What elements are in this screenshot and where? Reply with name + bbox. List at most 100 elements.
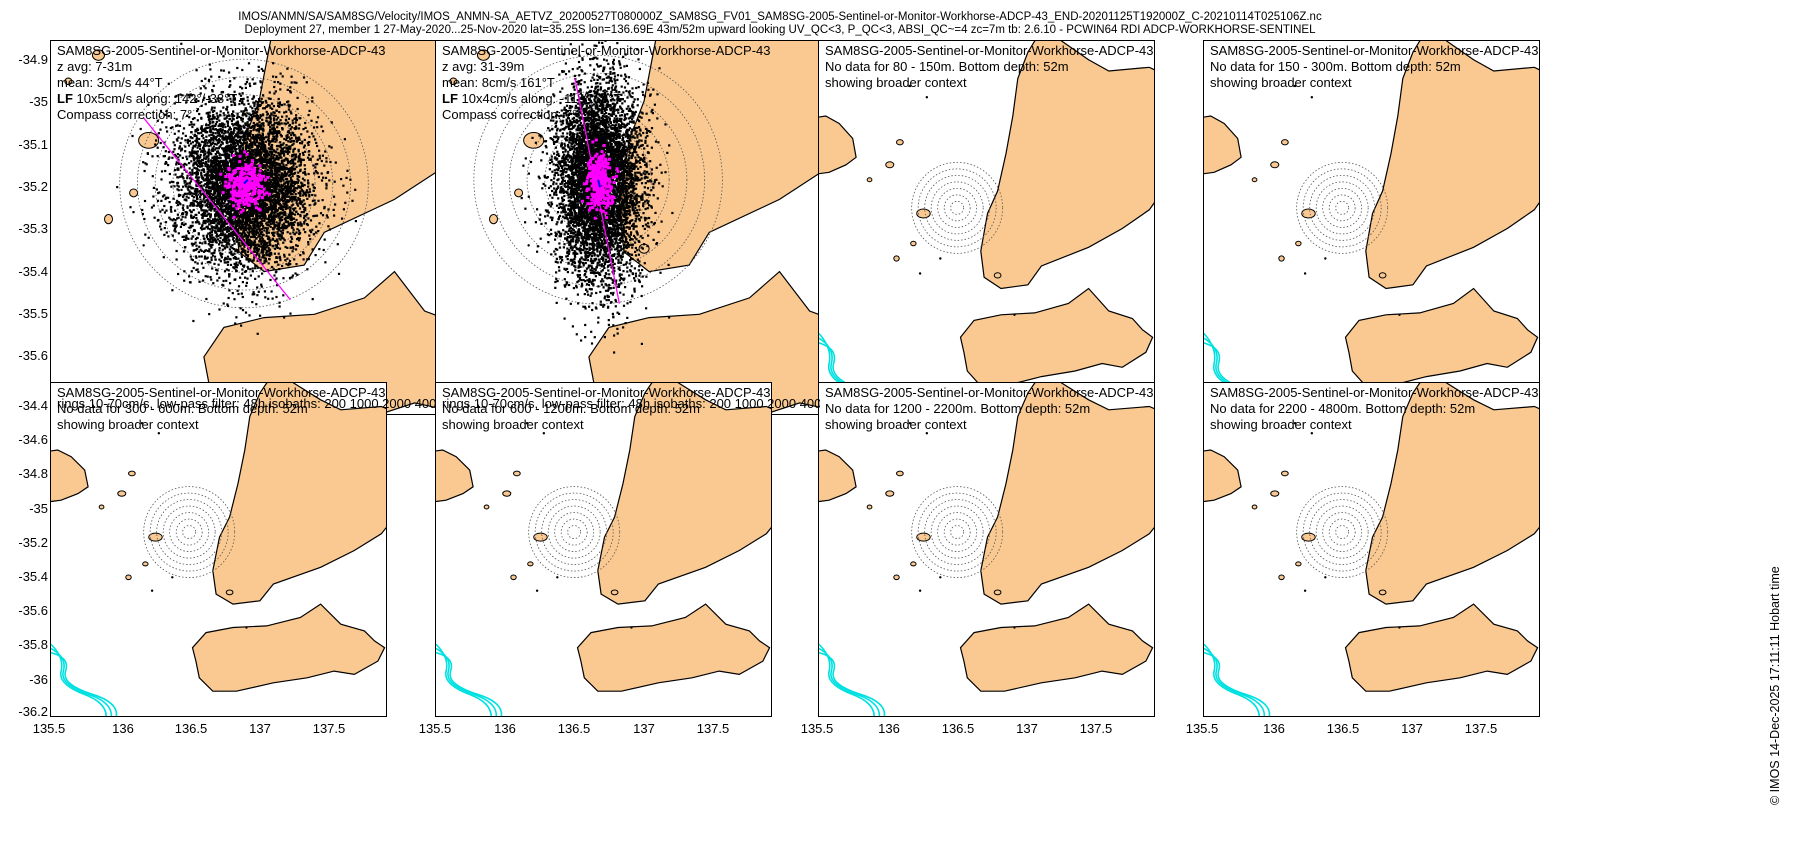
- yorke-peninsula: [1204, 115, 1242, 175]
- small-island: [148, 532, 163, 542]
- lowpass-ellipse: [231, 172, 257, 195]
- islet-dot: [157, 432, 161, 435]
- y-tick-label: -34.4: [18, 398, 48, 413]
- kangaroo-island: [1344, 287, 1539, 387]
- context-label: showing broader context: [825, 417, 967, 432]
- panel-z-7-31m: SAM8SG-2005-Sentinel-or-Monitor-Workhors…: [50, 40, 436, 415]
- instrument-label: SAM8SG-2005-Sentinel-or-Monitor-Workhors…: [1210, 43, 1539, 58]
- speed-ring: [182, 525, 197, 539]
- x-tick-label: 135.5: [800, 721, 834, 736]
- fleurieu-peninsula: [618, 41, 820, 273]
- no-data-label: No data for 600 - 1200m. Bottom depth: 5…: [442, 401, 700, 416]
- islet-dot: [939, 576, 942, 579]
- x-tick-label: 136: [494, 721, 516, 736]
- islet-dot: [527, 244, 530, 247]
- kangaroo-island: [1344, 603, 1539, 692]
- panel-annotation: SAM8SG-2005-Sentinel-or-Monitor-Workhors…: [825, 43, 1154, 91]
- islet-dot: [908, 84, 912, 88]
- x-tick-label: 137: [249, 721, 271, 736]
- islet-dot: [140, 422, 144, 425]
- y-tick-label: -35.4: [18, 569, 48, 584]
- lowpass-value: 10x5cm/s along: 142°/-38°T: [72, 91, 238, 106]
- kangaroo-island: [203, 270, 435, 414]
- principal-axis-line: [143, 117, 291, 301]
- panel-map-layer: [1204, 383, 1539, 716]
- x-tick-label: 137: [1016, 721, 1038, 736]
- instrument-label: SAM8SG-2005-Sentinel-or-Monitor-Workhors…: [57, 43, 386, 58]
- panel-z-31-39m: SAM8SG-2005-Sentinel-or-Monitor-Workhors…: [435, 40, 821, 415]
- kangaroo-island: [959, 603, 1154, 692]
- speed-ring: [119, 58, 369, 309]
- mean-label: mean: 8cm/s 161°T: [442, 75, 555, 90]
- panel-annotation: SAM8SG-2005-Sentinel-or-Monitor-Workhors…: [825, 385, 1154, 433]
- speed-ring: [930, 505, 984, 559]
- y-tick-label: -35.2: [18, 535, 48, 550]
- small-island: [1281, 470, 1289, 477]
- x-tick-label: 136.5: [941, 721, 975, 736]
- context-label: showing broader context: [1210, 417, 1352, 432]
- speed-ring: [149, 492, 229, 572]
- depth-label: z avg: 7-31m: [57, 59, 133, 74]
- speed-ring: [911, 486, 1004, 578]
- speed-ring: [1296, 161, 1389, 254]
- instrument-label: SAM8SG-2005-Sentinel-or-Monitor-Workhors…: [442, 43, 771, 58]
- islet-dot: [918, 272, 922, 275]
- rings-footer: rings 10-70cm/s, low-pass filter: 48h is…: [442, 396, 821, 411]
- small-island: [533, 532, 548, 542]
- islet-dot: [535, 589, 539, 592]
- small-island: [885, 161, 895, 169]
- speed-ring: [924, 174, 991, 241]
- kangaroo-island: [588, 270, 820, 414]
- y-tick-label: -35.6: [18, 603, 48, 618]
- panel-1200-2200m: SAM8SG-2005-Sentinel-or-Monitor-Workhors…: [818, 382, 1155, 717]
- isobath-line: [819, 643, 875, 716]
- panel-annotation: SAM8SG-2005-Sentinel-or-Monitor-Workhors…: [442, 43, 771, 123]
- copyright-credit: © IMOS 14-Dec-2025 17:11:11 Hobart time: [1768, 566, 1782, 805]
- speed-ring: [1302, 492, 1382, 572]
- x-tick-label: 135.5: [1185, 721, 1219, 736]
- islet-dot: [925, 432, 929, 435]
- panel-annotation: SAM8SG-2005-Sentinel-or-Monitor-Workhors…: [57, 385, 386, 433]
- small-island: [866, 504, 873, 510]
- x-tick-label: 135.5: [418, 721, 452, 736]
- small-island: [910, 561, 917, 567]
- speed-ring: [547, 505, 601, 559]
- small-island: [866, 177, 873, 183]
- lf-tag: LF: [442, 91, 458, 106]
- small-island: [916, 208, 931, 219]
- small-island: [885, 490, 895, 497]
- panel-annotation: SAM8SG-2005-Sentinel-or-Monitor-Workhors…: [1210, 43, 1539, 91]
- small-island: [1270, 490, 1280, 497]
- islet-dot: [1303, 272, 1307, 275]
- mean-label: mean: 3cm/s 44°T: [57, 75, 163, 90]
- yorke-peninsula: [436, 449, 474, 503]
- kangaroo-island: [959, 287, 1154, 387]
- panel-600-1200m: SAM8SG-2005-Sentinel-or-Monitor-Workhors…: [435, 382, 772, 717]
- speed-ring: [1328, 518, 1356, 546]
- speed-ring: [1335, 525, 1350, 539]
- speed-ring: [950, 200, 965, 215]
- panel-map-layer: [64, 41, 435, 414]
- small-island: [64, 77, 73, 86]
- x-tick-label: 137.5: [1079, 721, 1113, 736]
- small-island: [1295, 240, 1302, 247]
- depth-label: z avg: 31-39m: [442, 59, 525, 74]
- lf-tag: LF: [57, 91, 73, 106]
- islet-dot: [542, 432, 546, 435]
- y-tick-label: -35.2: [18, 179, 48, 194]
- panel-annotation: SAM8SG-2005-Sentinel-or-Monitor-Workhors…: [57, 43, 386, 123]
- speed-ring: [143, 486, 236, 578]
- small-island: [523, 132, 545, 149]
- panel-2200-4800m: SAM8SG-2005-Sentinel-or-Monitor-Workhors…: [1203, 382, 1540, 717]
- yorke-peninsula: [819, 449, 857, 503]
- small-island: [993, 272, 1002, 279]
- small-island: [117, 490, 127, 497]
- y-tick-label: -34.6: [18, 432, 48, 447]
- lowpass-ellipse: [592, 166, 604, 194]
- figure-title-line1: IMOS/ANMN/SA/SAM8SG/Velocity/IMOS_ANMN-S…: [238, 11, 1322, 23]
- y-tick-label: -35.8: [18, 637, 48, 652]
- speed-ring: [950, 525, 965, 539]
- islet-dot: [1398, 313, 1401, 316]
- velocity-scatter: [116, 42, 357, 335]
- y-tick-label: -35: [29, 501, 48, 516]
